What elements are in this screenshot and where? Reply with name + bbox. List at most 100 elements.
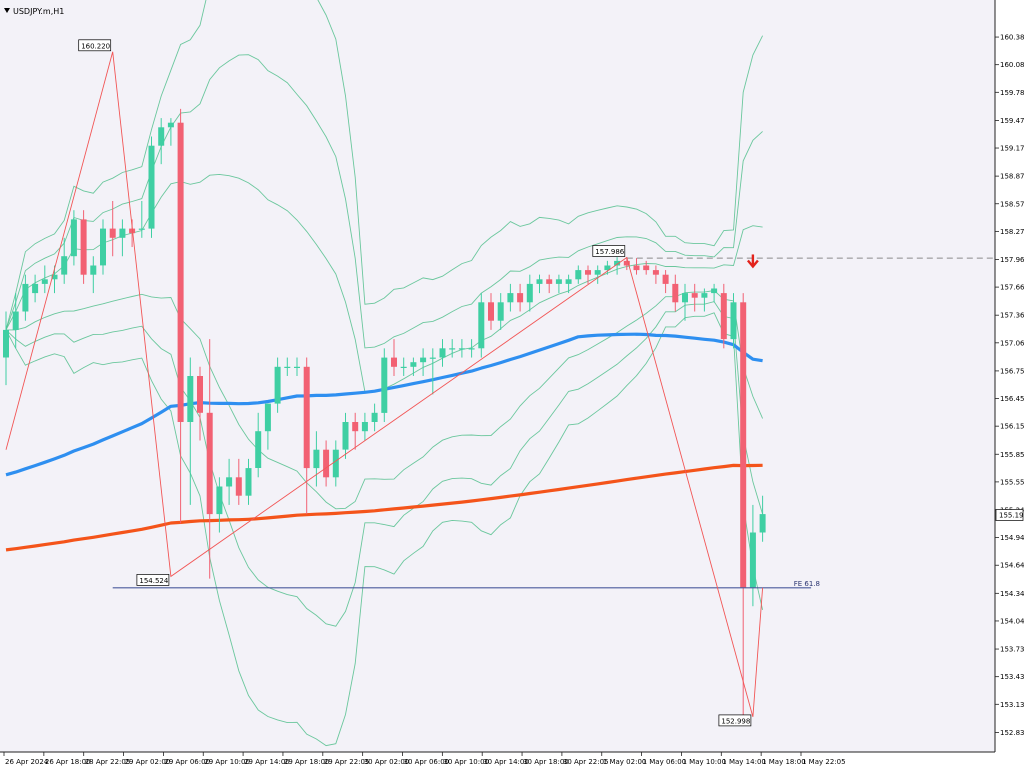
bull-candle — [614, 260, 621, 266]
price-tick-label: 159.175 — [1000, 145, 1024, 153]
current-price-tag: 155.190 — [995, 509, 1024, 521]
time-tick-label: 30 Apr 02:00 — [364, 758, 410, 766]
zigzag-line — [5, 51, 764, 718]
bollinger-upper-3 — [5, 0, 764, 331]
price-tick-label: 158.270 — [1000, 228, 1024, 236]
bull-candle — [245, 468, 252, 496]
bear-candle — [352, 422, 359, 432]
bull-candle — [507, 293, 514, 303]
bull-candle — [158, 127, 165, 146]
time-tick-label: 1 May 06:00 — [643, 758, 687, 766]
bull-candle — [294, 366, 300, 368]
price-tick-label: 154.645 — [1000, 562, 1024, 570]
bear-candle — [129, 228, 136, 234]
price-tick-label: 157.965 — [1000, 256, 1024, 264]
bull-candle — [468, 348, 475, 350]
time-tick-label: 29 Apr 10:00 — [204, 758, 250, 766]
price-tick-label: 158.570 — [1000, 200, 1024, 208]
bull-candle — [497, 302, 504, 321]
bull-candle — [264, 403, 271, 432]
bull-candle — [371, 412, 378, 422]
bull-candle — [61, 256, 68, 275]
zigzag-price-box — [592, 245, 626, 257]
bull-candle — [284, 366, 291, 368]
price-tick-label: 153.135 — [1000, 701, 1024, 709]
bull-candle — [759, 514, 766, 533]
time-tick-label: 1 May 02:00 — [603, 758, 647, 766]
bull-candle — [90, 265, 97, 275]
bull-candle — [255, 431, 262, 468]
arrow-down-icon — [746, 259, 759, 269]
bull-candle — [565, 279, 572, 284]
zigzag-price-box — [718, 714, 752, 727]
bull-candle — [730, 302, 737, 340]
time-tick-label: 28 Apr 22:05 — [85, 758, 131, 766]
price-tick-label: 159.475 — [1000, 117, 1024, 125]
bear-candle — [303, 366, 310, 469]
bear-candle — [633, 265, 640, 271]
time-tick-label: 30 Apr 22:05 — [563, 758, 609, 766]
time-tick-label: 30 Apr 10:00 — [443, 758, 489, 766]
price-tick-label: 156.455 — [1000, 395, 1024, 403]
bear-candle — [517, 293, 524, 303]
bull-candle — [749, 532, 756, 588]
bollinger-lower-3 — [5, 312, 764, 747]
time-tick-label: 1 May 18:00 — [762, 758, 806, 766]
bull-candle — [400, 366, 407, 368]
price-tick-label: 154.945 — [1000, 534, 1024, 542]
price-tick-label: 153.435 — [1000, 673, 1024, 681]
bear-candle — [488, 302, 494, 321]
bull-candle — [12, 311, 19, 330]
bull-candle — [41, 279, 48, 284]
price-tick-label: 157.360 — [1000, 312, 1024, 320]
bull-candle — [70, 219, 77, 257]
symbol-title[interactable]: USDJPY.m,H1 — [4, 7, 64, 16]
bollinger-upper-2 — [5, 54, 763, 349]
time-tick-label: 29 Apr 14:00 — [244, 758, 290, 766]
zigzag-price-label: 157.986 — [595, 248, 624, 256]
zigzag-price-label: 160.220 — [81, 42, 110, 50]
bear-candle — [546, 279, 553, 284]
price-tick-label: 157.060 — [1000, 339, 1024, 347]
bull-candle — [449, 348, 456, 350]
price-tick-label: 159.780 — [1000, 89, 1024, 97]
zigzag-price-box — [136, 574, 170, 586]
bear-candle — [662, 274, 669, 284]
bull-candle — [32, 283, 39, 294]
bull-candle — [100, 228, 106, 266]
bull-candle — [313, 449, 320, 469]
current-price-label: 155.190 — [999, 512, 1024, 520]
time-tick-label: 30 Apr 18:00 — [523, 758, 569, 766]
bull-candle — [138, 228, 145, 230]
zigzag-price-box — [78, 39, 112, 52]
bull-candle — [526, 283, 533, 303]
bull-candle — [701, 293, 708, 298]
price-tick-label: 156.755 — [1000, 367, 1024, 375]
ma-slow-line — [5, 463, 763, 552]
bear-candle — [177, 122, 184, 422]
zigzag-price-label: 154.524 — [139, 577, 168, 585]
bull-candle — [439, 348, 446, 358]
time-tick-label: 30 Apr 06:00 — [404, 758, 450, 766]
bear-candle — [623, 260, 630, 266]
bull-candle — [555, 279, 562, 284]
plot-area — [0, 0, 995, 752]
price-tick-label: 154.340 — [1000, 590, 1024, 598]
time-tick-label: 1 May 10:00 — [683, 758, 727, 766]
bollinger-lower-2 — [5, 301, 764, 627]
bull-candle — [575, 270, 582, 280]
price-tick-label: 158.870 — [1000, 173, 1024, 181]
bear-candle — [740, 302, 747, 588]
zigzag: 160.220 154.524 157.986 152.998 — [5, 39, 764, 727]
bull-candle — [361, 422, 368, 432]
bull-candle — [711, 288, 718, 294]
time-tick-label: 29 Apr 06:00 — [164, 758, 210, 766]
time-tick-label: 29 Apr 02:00 — [125, 758, 171, 766]
bull-candle — [332, 449, 339, 478]
bull-candle — [226, 477, 233, 487]
bull-candle — [458, 348, 465, 350]
bull-candle — [187, 376, 194, 422]
time-tick-label: 1 May 14:00 — [722, 758, 766, 766]
